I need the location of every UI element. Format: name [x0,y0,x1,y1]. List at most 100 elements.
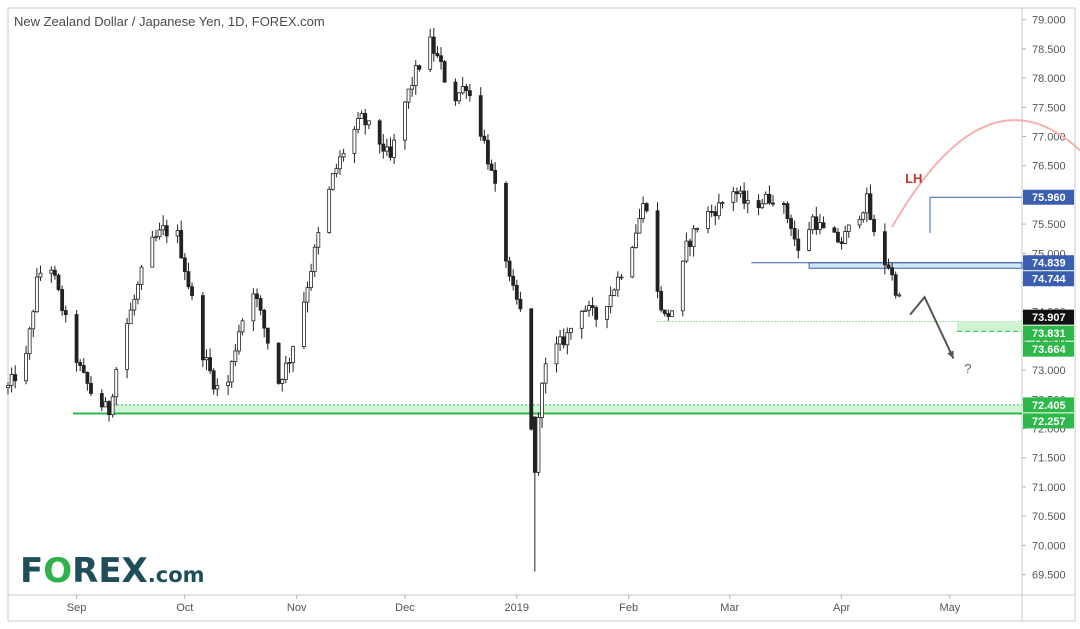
candle-down [644,203,649,212]
candle-down [839,241,844,244]
candle-up [536,417,541,473]
candle-down [507,260,512,277]
candle-down [78,362,83,366]
candle-down [186,271,191,288]
candle-up [215,385,220,390]
candle-up [366,120,371,126]
candle-down [662,309,667,314]
candle-down [99,393,104,408]
candle-down [518,298,523,310]
candle-up [154,236,158,239]
candle-up [233,350,238,363]
candle-down [771,202,775,205]
candle-up [846,224,851,232]
candle-up [128,309,133,325]
candle-up [745,200,750,204]
candle-down [486,139,490,165]
candle-down [258,298,263,311]
y-tick-label: 73.000 [1032,365,1066,377]
candle-up [413,65,418,86]
price-label-text: 74.744 [1032,274,1067,286]
candle-down [489,163,494,171]
candle-up [49,269,54,274]
candle-up [150,236,155,268]
candle-up [763,193,768,205]
y-tick-label: 79.000 [1032,15,1066,27]
candle-down [529,308,534,430]
candle-up [24,353,28,382]
target-zone [957,321,1022,332]
candle-up [125,323,129,370]
candle-down [442,61,447,83]
candle-down [666,313,671,317]
candle-down [735,191,739,195]
candle-up [861,212,866,220]
candle-up [316,232,321,248]
candle-up [457,92,461,102]
price-label-text: 73.664 [1032,344,1067,356]
candle-down [211,370,216,390]
candle-down [431,36,436,54]
candle-up [283,362,288,380]
candle-down [821,222,826,229]
price-label-text: 72.257 [1032,416,1066,428]
y-tick-label: 70.500 [1032,511,1066,523]
candle-up [34,276,39,313]
candle-up [731,191,736,203]
candle-up [403,101,407,141]
candle-down [388,146,393,158]
candle-down [659,290,664,311]
x-tick-label: Feb [619,602,638,614]
candle-up [579,311,584,329]
candle-down [467,90,472,97]
candle-down [262,309,267,329]
candle-up [305,287,310,303]
logo-o-icon: O [43,551,73,591]
candle-down [767,193,772,204]
candle-up [608,295,613,307]
candle-down [439,55,443,62]
candle-up [864,193,869,214]
candle-down [872,219,876,233]
candle-up [641,203,646,219]
candle-up [605,306,609,320]
candle-up [352,128,357,154]
candle-up [684,240,689,262]
candle-down [713,211,718,217]
candle-up [287,362,292,364]
price-label-box [1023,255,1074,271]
forecast-question-mark: ? [964,361,971,376]
candle-down [789,218,793,229]
candle-up [309,271,314,289]
candle-up [807,229,811,251]
rounding-top-arc [891,119,1080,228]
price-label-text: 74.839 [1032,258,1066,270]
candle-up [695,228,700,230]
candle-up [543,363,548,384]
candle-down [53,269,57,276]
resistance-zone [808,262,1023,269]
logo-suffix: .com [147,563,205,587]
y-tick-label: 69.500 [1032,570,1066,582]
candle-down [561,336,566,346]
candle-down [56,274,61,290]
candle-up [9,374,14,386]
candle-up [330,173,335,190]
candle-down [781,203,786,205]
candle-down [594,307,599,320]
x-tick-label: Apr [833,602,850,614]
y-tick-label: 77.000 [1032,131,1066,143]
candle-up [356,118,360,130]
candle-up [558,336,563,345]
candle-up [670,310,674,317]
candle-up [110,396,115,416]
support-zone [109,404,1023,414]
candle-down [89,383,93,394]
candle-down [208,357,212,372]
candle-down [63,310,68,315]
chart-frame [7,7,1076,622]
candle-up [175,230,180,237]
candle-up [392,139,397,158]
candle-up [720,202,725,204]
